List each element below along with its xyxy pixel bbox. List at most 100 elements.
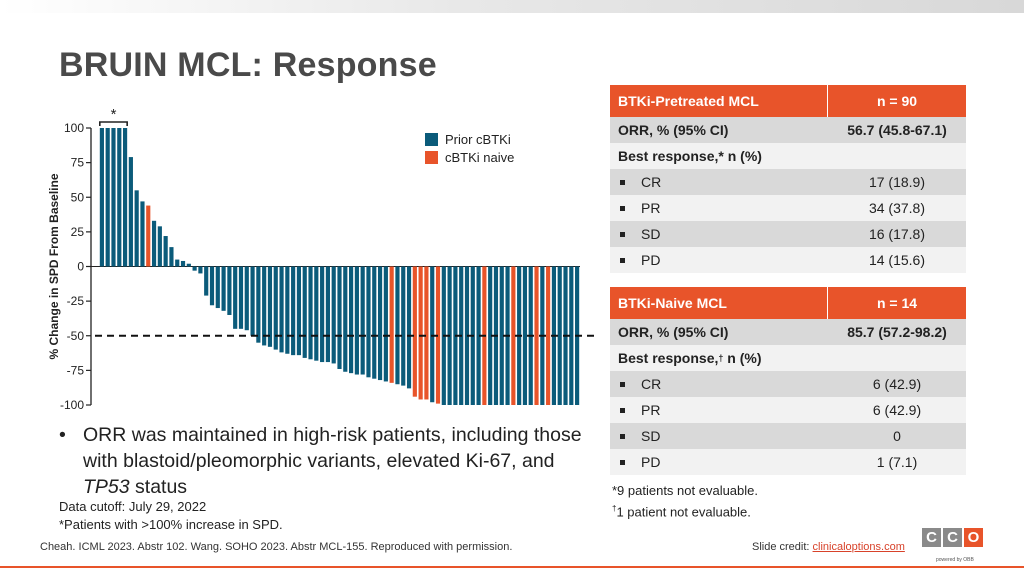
credit-label: Slide credit: (752, 541, 810, 553)
bullet-square-icon (620, 257, 625, 263)
bar-patient-21 (215, 266, 220, 309)
bar-patient-48 (372, 266, 377, 379)
top-gradient-bar (0, 0, 1024, 13)
bar-patient-15 (180, 260, 186, 267)
footnote-dagger: † (612, 504, 617, 513)
table-row: PR 6 (42.9) (610, 397, 966, 423)
credit-link[interactable]: clinicaloptions.com (812, 541, 905, 553)
table-row: PR 34 (37.8) (610, 195, 966, 221)
response-value: 6 (42.9) (872, 402, 922, 418)
bar-patient-29 (262, 266, 267, 346)
response-value: 16 (17.8) (868, 226, 926, 242)
pretreated-best-row: Best response,* n (%) (610, 143, 966, 169)
response-label: PR (641, 402, 661, 418)
pretreated-header-label: BTKi-Pretreated MCL (610, 85, 828, 117)
bar-patient-4 (117, 128, 122, 267)
response-value: 34 (37.8) (868, 200, 926, 216)
y-tick-label: 75 (71, 156, 85, 170)
logo-letter-1: C (922, 528, 941, 547)
pretreated-table: BTKi-Pretreated MCL n = 90 ORR, % (95% C… (610, 85, 966, 273)
bullet-square-icon (620, 433, 625, 439)
bar-patient-3 (111, 128, 116, 267)
bar-patient-18 (198, 266, 203, 274)
pretreated-orr-row: ORR, % (95% CI) 56.7 (45.8-67.1) (610, 117, 966, 143)
bar-patient-55 (412, 266, 417, 397)
bar-patient-13 (169, 247, 174, 267)
bar-patient-59 (435, 266, 441, 404)
response-label: CR (641, 174, 662, 190)
response-value: 14 (15.6) (868, 252, 926, 268)
legend-label-naive: cBTKi naive (445, 150, 515, 165)
response-label: SD (641, 428, 661, 444)
bullet-square-icon (620, 179, 625, 185)
bar-patient-47 (366, 266, 371, 378)
legend-naive: cBTKi naive (425, 150, 514, 165)
bar-patient-42 (337, 266, 342, 369)
naive-orr-label: ORR, % (95% CI) (618, 324, 729, 340)
naive-best-label-tail: n (%) (723, 350, 762, 366)
bar-patient-20 (209, 266, 215, 306)
bar-patient-30 (267, 266, 273, 347)
y-tick-label: -75 (67, 363, 85, 377)
table-row: SD 16 (17.8) (610, 221, 966, 247)
y-tick-label: 100 (64, 121, 84, 135)
bar-patient-14 (175, 259, 180, 267)
bar-patient-43 (343, 266, 348, 372)
bar-patient-44 (349, 266, 354, 374)
table-row: PD 14 (15.6) (610, 247, 966, 273)
footnote-naive-text: 1 patient not evaluable. (616, 504, 751, 520)
response-value: 1 (7.1) (876, 454, 918, 470)
bullet-square-icon (620, 459, 625, 465)
bar-patient-52 (395, 266, 400, 385)
bar-patient-28 (256, 266, 261, 343)
bar-patient-5 (122, 128, 128, 267)
legend-label-prior: Prior cBTKi (445, 132, 511, 147)
bar-patient-56 (418, 266, 423, 400)
bracket-asterisk: * (111, 106, 117, 123)
naive-header-row: BTKi-Naive MCL n = 14 (610, 287, 966, 319)
naive-orr-value: 85.7 (57.2-98.2) (847, 324, 947, 340)
bullet-text-italic: TP53 (83, 476, 130, 498)
bar-patient-68 (488, 266, 493, 405)
bar-patient-51 (389, 266, 394, 383)
bar-patient-74 (522, 266, 528, 405)
y-tick-label: 50 (71, 190, 85, 204)
table-row: PD 1 (7.1) (610, 449, 966, 475)
y-tick-label: -50 (67, 329, 85, 343)
response-value: 6 (42.9) (872, 376, 922, 392)
bar-patient-53 (401, 266, 406, 386)
bar-patient-7 (134, 190, 139, 267)
bar-patient-16 (186, 263, 191, 267)
pretreated-header-row: BTKi-Pretreated MCL n = 90 (610, 85, 966, 117)
bar-patient-8 (140, 201, 145, 267)
response-label: SD (641, 226, 661, 242)
data-cutoff: Data cutoff: July 29, 2022 (59, 499, 207, 514)
y-tick-label: -100 (60, 398, 84, 412)
bar-patient-46 (360, 266, 365, 375)
bullet-mark: • (59, 424, 66, 446)
slide-credit: Slide credit: clinicaloptions.com (752, 541, 905, 553)
bar-patient-32 (279, 266, 284, 353)
bar-patient-31 (273, 266, 278, 350)
bottom-accent-line (0, 566, 1024, 568)
footnote-pretreated: *9 patients not evaluable. (612, 483, 758, 498)
legend-prior: Prior cBTKi (425, 132, 511, 147)
bar-patient-76 (534, 266, 539, 405)
bar-patient-24 (233, 266, 238, 329)
naive-table: BTKi-Naive MCL n = 14 ORR, % (95% CI) 85… (610, 287, 966, 475)
bar-patient-37 (308, 266, 313, 360)
naive-header-n: n = 14 (876, 295, 918, 311)
naive-orr-row: ORR, % (95% CI) 85.7 (57.2-98.2) (610, 319, 966, 345)
response-label: PD (641, 252, 661, 268)
y-tick-label: 0 (77, 260, 84, 274)
bar-patient-19 (204, 266, 209, 296)
waterfall-chart: 100 75 50 25 0 -25 -50 -75 -100 % Change in SPD F… (47, 106, 594, 412)
bar-patient-17 (192, 266, 197, 271)
bar-patient-49 (377, 266, 383, 381)
asterisk-note: *Patients with >100% increase in SPD. (59, 517, 283, 532)
bar-patient-64 (464, 266, 470, 405)
bar-patient-54 (406, 266, 412, 389)
bar-patient-33 (285, 266, 290, 354)
pretreated-header-n: n = 90 (876, 93, 918, 109)
